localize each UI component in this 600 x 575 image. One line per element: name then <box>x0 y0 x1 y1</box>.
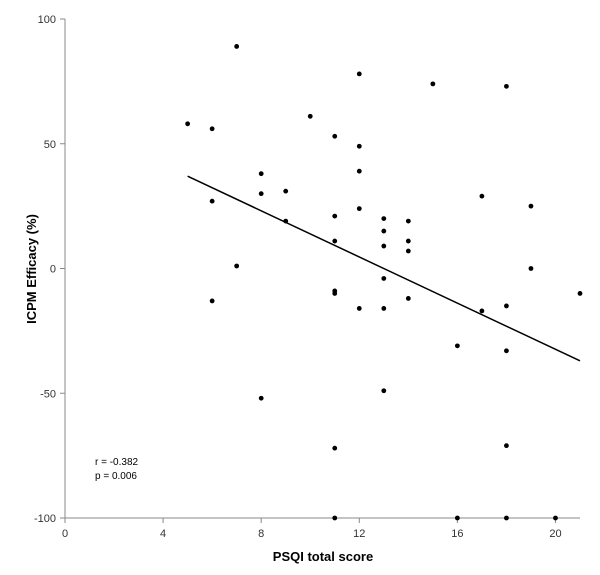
correlation-annotation: r = -0.382 <box>95 457 139 468</box>
data-point <box>504 303 509 309</box>
data-point <box>405 248 411 254</box>
data-point <box>405 296 411 301</box>
p-value-annotation: p = 0.006 <box>95 471 137 482</box>
data-point <box>356 71 362 77</box>
data-point <box>430 81 436 87</box>
data-point <box>307 113 313 119</box>
data-point <box>332 291 338 296</box>
y-tick-label: -100 <box>34 513 56 525</box>
data-point <box>332 213 338 219</box>
data-point <box>528 203 534 209</box>
trendline <box>187 175 581 362</box>
data-point <box>577 291 583 296</box>
data-point <box>504 83 509 89</box>
data-point <box>258 191 264 197</box>
data-point <box>454 515 460 521</box>
data-point <box>504 443 509 449</box>
data-point <box>381 228 387 234</box>
data-point <box>332 238 338 244</box>
data-point <box>283 218 289 224</box>
data-point <box>381 388 387 394</box>
x-axis-title: PSQI total score <box>273 549 373 564</box>
data-point <box>332 445 338 451</box>
data-point <box>234 263 240 269</box>
x-tick-label: 12 <box>353 528 365 540</box>
data-point <box>356 168 362 174</box>
data-point <box>381 216 387 222</box>
data-point <box>332 133 338 139</box>
data-point <box>504 348 509 354</box>
y-tick-label: 0 <box>50 264 56 276</box>
x-tick-label: 8 <box>258 528 264 540</box>
data-point <box>381 276 387 281</box>
data-point <box>479 193 485 199</box>
x-tick-label: 16 <box>451 528 463 540</box>
data-point <box>258 171 264 177</box>
data-point <box>356 143 362 149</box>
data-point <box>234 44 240 49</box>
data-point <box>528 266 534 271</box>
data-point <box>185 121 191 127</box>
tick-labels: -100 -50 0 50 100 0 4 8 12 16 20 <box>34 14 562 540</box>
y-tick-label: 50 <box>44 139 56 151</box>
data-point <box>479 308 485 314</box>
axes <box>64 19 580 519</box>
data-point <box>209 126 215 132</box>
data-point <box>381 306 387 311</box>
data-point <box>405 218 411 224</box>
x-tick-label: 0 <box>62 528 68 540</box>
x-tick-label: 4 <box>160 528 166 540</box>
tick-marks <box>60 18 556 523</box>
data-point <box>283 188 289 194</box>
y-tick-label: -50 <box>40 388 56 400</box>
data-point <box>332 515 338 521</box>
data-point <box>553 515 558 521</box>
data-point <box>454 343 460 349</box>
data-point <box>504 515 509 521</box>
y-tick-label: 100 <box>38 14 56 26</box>
data-point <box>258 395 264 401</box>
data-points <box>185 44 583 521</box>
data-point <box>356 306 362 311</box>
data-point <box>209 298 215 304</box>
x-tick-label: 20 <box>549 528 561 540</box>
data-point <box>356 206 362 212</box>
data-point <box>209 198 215 204</box>
y-axis-title: ICPM Efficacy (%) <box>24 214 39 324</box>
data-point <box>381 243 387 249</box>
data-point <box>405 238 411 244</box>
trendline-group <box>187 175 581 362</box>
